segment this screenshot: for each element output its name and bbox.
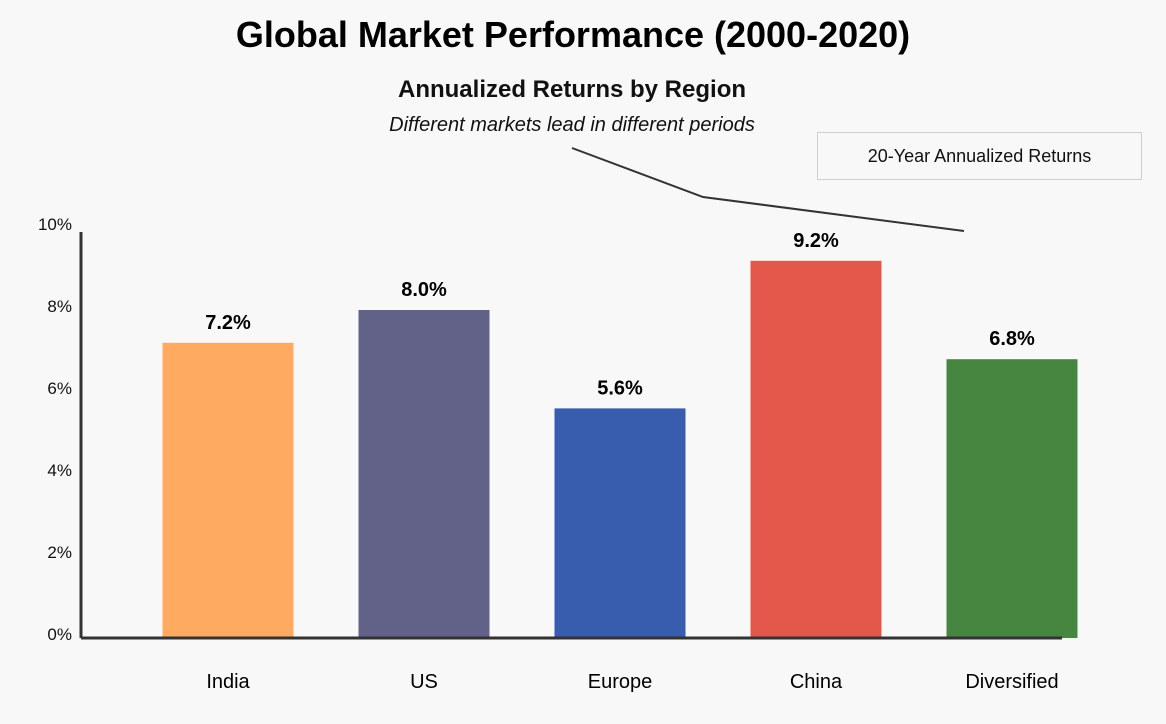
value-label-china: 9.2%: [793, 230, 839, 252]
x-tick-label-india: India: [206, 671, 250, 693]
x-tick-label-us: US: [410, 671, 438, 693]
y-tick-label: 2%: [47, 543, 72, 562]
chart-title: Global Market Performance (2000-2020): [235, 14, 911, 55]
y-tick-label: 10%: [38, 215, 72, 234]
legend-label: 20-Year Annualized Returns: [867, 145, 1092, 166]
y-tick-label: 4%: [47, 461, 72, 480]
y-tick-label: 8%: [47, 297, 72, 316]
bar-europe: [554, 408, 686, 638]
bar-india: [162, 342, 294, 638]
x-tick-label-europe: Europe: [588, 671, 653, 693]
x-tick-label-diversified: Diversified: [965, 671, 1058, 693]
annotation-pointer-line: [571, 147, 965, 232]
value-label-india: 7.2%: [205, 312, 251, 334]
bar-china: [750, 260, 882, 638]
chart-tagline: Different markets lead in different peri…: [389, 114, 755, 136]
legend-box: 20-Year Annualized Returns: [817, 132, 1142, 180]
value-label-us: 8.0%: [401, 279, 447, 301]
x-tick-label-china: China: [790, 671, 843, 693]
y-tick-label: 0%: [47, 625, 72, 644]
value-label-diversified: 6.8%: [989, 328, 1035, 350]
chart-subtitle: Annualized Returns by Region: [397, 76, 747, 103]
bar-diversified: [946, 359, 1078, 638]
bar-us: [358, 310, 490, 638]
y-tick-label: 6%: [47, 379, 72, 398]
value-label-europe: 5.6%: [597, 377, 643, 399]
